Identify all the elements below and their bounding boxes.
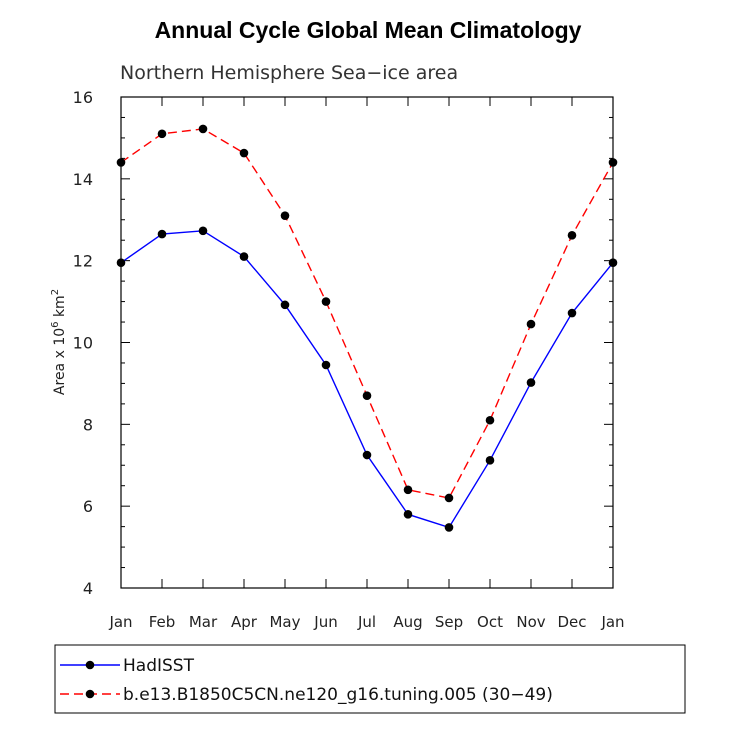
- x-tick-labels: Jan Feb Mar Apr May Jun Jul Aug Sep Oct Nov Dec Jan: [108, 613, 624, 631]
- data-point: [239, 148, 249, 158]
- data-point: [321, 297, 331, 306]
- y-tick-label: 10: [73, 334, 93, 353]
- legend-marker: [85, 689, 95, 699]
- data-point: [608, 158, 618, 167]
- data-point: [116, 158, 126, 167]
- x-tick-label: Jul: [357, 613, 376, 631]
- data-point: [321, 360, 331, 370]
- data-point: [198, 124, 208, 134]
- legend-label: b.e13.B1850C5CN.ne120_g16.tuning.005 (30…: [123, 685, 553, 705]
- series-line-0: [120, 230, 614, 529]
- y-tick-label: 6: [83, 497, 93, 516]
- x-tick-label: Jun: [313, 613, 337, 631]
- y-tick-label: 12: [73, 252, 93, 271]
- data-point: [567, 230, 577, 240]
- legend-label: HadISST: [123, 656, 195, 676]
- series-points: [116, 124, 618, 532]
- data-point: [403, 510, 413, 519]
- chart-subtitle: Northern Hemisphere Sea−ice area: [120, 62, 458, 84]
- plot-frame: [120, 96, 614, 589]
- y-tick-label: 16: [73, 88, 93, 107]
- data-point: [157, 129, 167, 139]
- x-tick-label: Apr: [231, 613, 258, 631]
- y-tick-label: 4: [83, 579, 93, 598]
- data-point: [526, 319, 536, 329]
- legend-box: [54, 644, 686, 714]
- legend-marker: [85, 660, 95, 670]
- x-tick-label: Jan: [600, 613, 624, 631]
- x-tick-label: Sep: [435, 613, 463, 631]
- data-point: [116, 258, 126, 268]
- data-point: [239, 252, 249, 261]
- y-tick-labels: 4 6 8 10 12 14 16: [73, 88, 93, 598]
- x-tick-label: Oct: [477, 613, 503, 631]
- y-axis-label: Area x 106 km2: [50, 289, 68, 395]
- data-point: [608, 258, 618, 268]
- axis-ticks: [120, 96, 614, 589]
- x-tick-label: May: [269, 613, 300, 631]
- legend: HadISST b.e13.B1850C5CN.ne120_g16.tuning.…: [60, 656, 553, 705]
- x-tick-label: Feb: [149, 613, 176, 631]
- data-point: [198, 226, 208, 236]
- x-tick-label: Nov: [516, 613, 545, 631]
- data-point: [157, 229, 167, 239]
- data-point: [567, 308, 577, 318]
- y-tick-label: 8: [83, 415, 93, 434]
- data-point: [444, 493, 454, 503]
- data-point: [526, 378, 536, 387]
- x-tick-label: Aug: [393, 613, 422, 631]
- data-point: [362, 391, 372, 400]
- y-tick-label: 14: [73, 170, 93, 189]
- data-point: [362, 450, 372, 460]
- chart-title: Annual Cycle Global Mean Climatology: [155, 17, 582, 43]
- x-tick-label: Jan: [108, 613, 132, 631]
- x-tick-label: Mar: [189, 613, 218, 631]
- data-point: [444, 523, 454, 532]
- data-point: [485, 456, 495, 465]
- data-point: [280, 211, 290, 220]
- series-lines: [120, 128, 614, 529]
- data-point: [403, 485, 413, 495]
- data-point: [485, 415, 495, 425]
- x-tick-label: Dec: [557, 613, 586, 631]
- data-point: [280, 300, 290, 310]
- series-line-1: [120, 128, 614, 499]
